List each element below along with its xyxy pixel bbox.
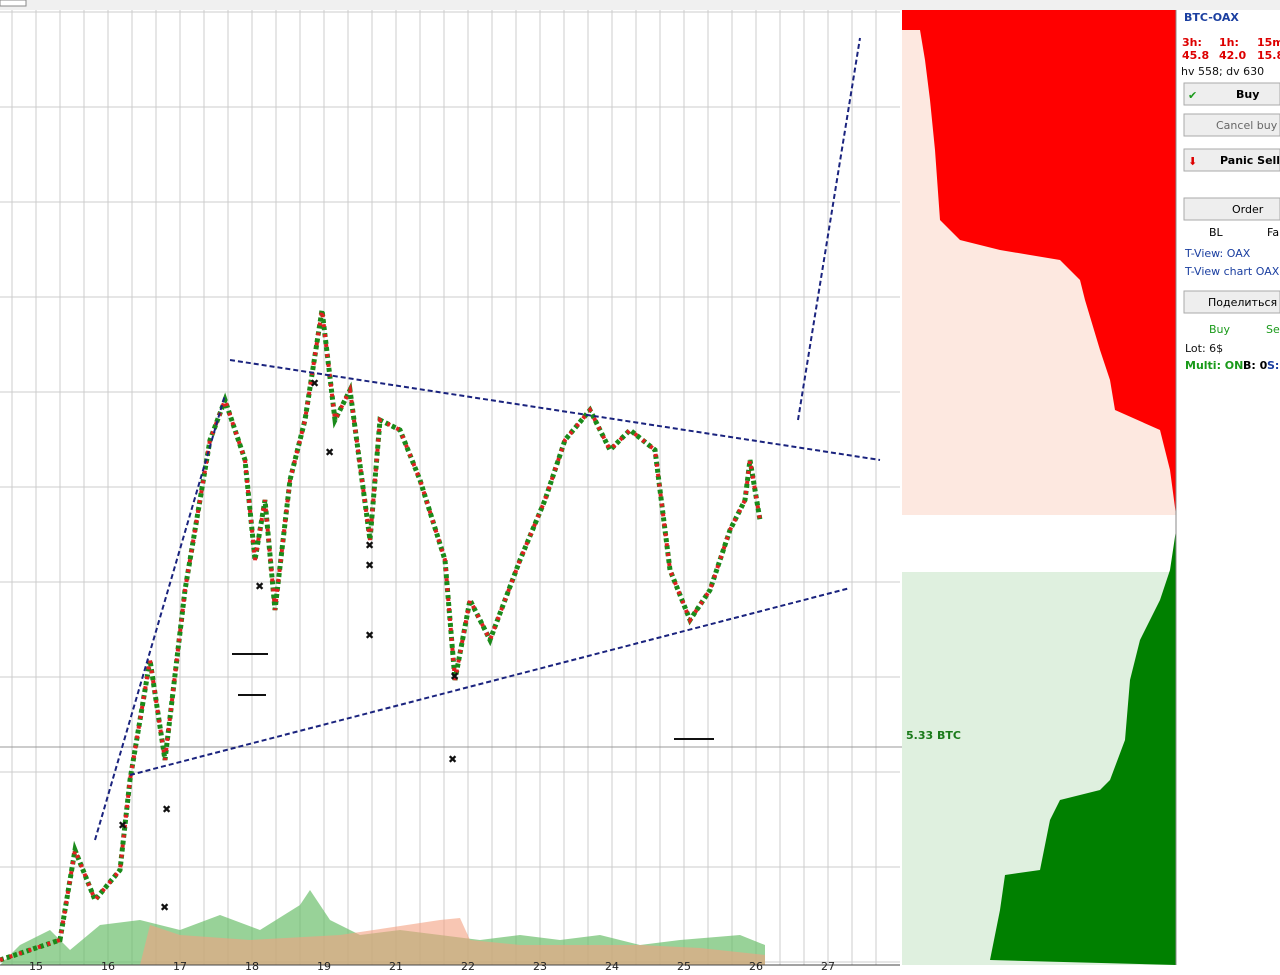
trend-lines xyxy=(94,37,881,841)
svg-text:✖: ✖ xyxy=(310,377,319,390)
multi: Multi: ON xyxy=(1185,359,1243,372)
volume-sell xyxy=(140,918,765,965)
price-candles xyxy=(0,309,763,963)
date-label: 25 xyxy=(677,960,691,971)
lot: Lot: 6$ xyxy=(1185,342,1223,355)
stat: 15.8 xyxy=(1257,49,1280,62)
stat: 1h: xyxy=(1219,36,1239,49)
link[interactable]: T-View: OAX xyxy=(1184,247,1251,260)
svg-text:✖: ✖ xyxy=(450,670,459,683)
date-label: 19 xyxy=(317,960,331,971)
svg-text:✖: ✖ xyxy=(255,580,264,593)
date-label: 16 xyxy=(101,960,115,971)
svg-text:✖: ✖ xyxy=(365,629,374,642)
order-button[interactable] xyxy=(1183,197,1280,221)
pair: BTC-OAX xyxy=(1184,11,1239,24)
stat: 15m xyxy=(1257,36,1280,49)
chart-grid xyxy=(0,10,900,965)
stat: 45.8 xyxy=(1182,49,1209,62)
buy-link[interactable]: Buy xyxy=(1209,323,1231,336)
toolbar-button[interactable] xyxy=(0,0,27,7)
button-label: Buy xyxy=(1236,88,1259,101)
svg-text:⬇: ⬇ xyxy=(1188,155,1197,168)
trade-markers: ✖ ✖ ✖ ✖ ✖ ✖ ✖ ✖ ✖ ✖ ✖ xyxy=(118,377,459,914)
button-label: Order xyxy=(1232,203,1264,216)
button-label: Cancel buy xyxy=(1216,119,1278,132)
panic-button[interactable] xyxy=(1183,148,1280,172)
date-label: 22 xyxy=(461,960,475,971)
cancel-button[interactable] xyxy=(1183,113,1280,137)
depth-label: 5.33 BTC xyxy=(906,729,961,742)
svg-text:✖: ✖ xyxy=(162,803,171,816)
date-label: 26 xyxy=(749,960,763,971)
volume: hv 558; dv 630 xyxy=(1181,65,1264,78)
date-label: 15 xyxy=(29,960,43,971)
date-label: 21 xyxy=(389,960,403,971)
svg-text:✖: ✖ xyxy=(365,539,374,552)
svg-text:✖: ✖ xyxy=(118,819,127,832)
date-label: 18 xyxy=(245,960,259,971)
bid-depth xyxy=(990,530,1176,965)
order-lines xyxy=(232,653,714,740)
date-label: 23 xyxy=(533,960,547,971)
bl[interactable]: BL xyxy=(1209,226,1224,239)
x-axis-labels: 15 16 17 18 19 21 22 23 24 25 26 27 xyxy=(29,960,835,973)
b: B: 0 xyxy=(1243,359,1268,372)
side-panel: BTC-OAX 3h: 1h: 15m 45.8 42.0 15.8 hv 558; d… xyxy=(1181,11,1280,372)
button-label: Поделиться xyxy=(1208,296,1277,309)
toolbar xyxy=(0,0,1280,10)
share-button[interactable] xyxy=(1183,290,1280,314)
stat: 3h: xyxy=(1182,36,1202,49)
ask-depth xyxy=(902,10,1176,515)
svg-text:✖: ✖ xyxy=(365,559,374,572)
svg-text:✖: ✖ xyxy=(160,901,169,914)
buy-button[interactable] xyxy=(1183,82,1280,106)
date-label: 27 xyxy=(821,960,835,971)
svg-text:✖: ✖ xyxy=(448,753,457,766)
link[interactable]: T-View chart OAX xyxy=(1184,265,1280,278)
svg-text:✔: ✔ xyxy=(1188,89,1197,102)
fav[interactable]: Fa xyxy=(1267,226,1279,239)
svg-text:✖: ✖ xyxy=(325,446,334,459)
sell-link[interactable]: Sel xyxy=(1266,323,1280,336)
price-candles-red xyxy=(0,309,762,962)
button-label: Panic Sell xyxy=(1220,154,1280,167)
date-label: 17 xyxy=(173,960,187,971)
date-label: 24 xyxy=(605,960,619,971)
stat: 42.0 xyxy=(1219,49,1246,62)
s: S: xyxy=(1267,359,1279,372)
